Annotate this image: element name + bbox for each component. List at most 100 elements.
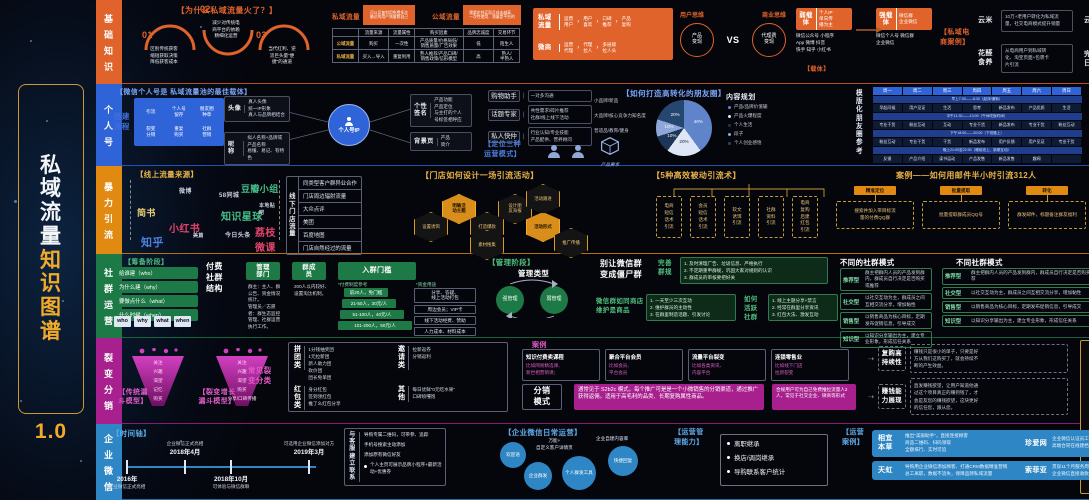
arc-number-2: 03 — [256, 30, 267, 40]
schedule-cell-0-3: 思考 — [961, 103, 993, 113]
row-separator-personal — [122, 165, 1089, 166]
email-case-step-1: 批量提取 批量提取群成员QQ号 — [922, 186, 1000, 229]
ops-bubble-3[interactable]: 快捷回复 — [608, 446, 638, 476]
fission-type-value-0-4: 团长免单团 — [308, 375, 332, 381]
comparison-cell-1-2: 重复利用 — [388, 49, 416, 64]
ecommerce-case-desc-1: 从电商用户到私域转 化、淘宝页面+包裹卡 片引流 — [1001, 44, 1073, 73]
arc-text-0: 区别传统获客 缩短获取决策 降低获客成本 — [150, 46, 178, 65]
contact-item-3: 个人主页可展示品牌小程序+最新活 动+优惠券 — [364, 462, 442, 476]
pie-legend-label-3: 段子 — [734, 131, 744, 136]
ip-left-card-key-0: 头像 — [228, 105, 246, 113]
pie-legend-item-4: 个人创业感悟 — [728, 140, 767, 146]
weak-carrier-tag: 弱载 体 — [799, 11, 813, 26]
right-mode-0: 推荐型群主把群内人员的产品发到群内，群成员自行决定是否购买或推荐淘金——干更让用… — [942, 268, 1089, 285]
note-private-traffic: 可以反复利用免费多次 触达的用户流量都自己 — [362, 5, 415, 25]
ops-case-brand-1: 珍爱网 — [1025, 439, 1048, 447]
distribution-mode-note: 合规用户可为自己免费推拉流量人2人，常见于社交企业、微商等形式 — [772, 384, 856, 410]
platform-2[interactable]: 58同城 — [219, 193, 240, 199]
flow-step-1: 个人号 留存 — [171, 106, 186, 117]
row-rail-char-0: 企 — [103, 433, 114, 444]
store-activity-title: 【门店如何设计一场引流活动】 — [421, 171, 539, 180]
schedule-cell-3-1: 产品介绍 — [901, 154, 933, 164]
strong-manage-circle: 强管理 — [496, 286, 524, 314]
flow-step-0: 引流 — [146, 109, 156, 115]
platform-6[interactable]: 本地贴吧 — [259, 203, 276, 216]
comparison-cell-0-4: 低 — [462, 36, 495, 51]
ecommerce-case-brand-1: 花醛 食养 — [978, 50, 993, 67]
schedule-cell-0-1: 用户见证 — [901, 103, 933, 113]
ip-right-card-value-0: 产品功能 产品定位 与主打的个人 号标签相呼应 — [434, 97, 462, 122]
operating-mode-name-0: 购物助手 — [488, 90, 520, 103]
compare-row-name-0: 私域 流量 — [538, 14, 560, 30]
ip-center-node: 个人号IP — [328, 104, 370, 146]
contact-building-block: 与 客 服 建 立 联 系 导购专属二维码，可带参、追踪 手机号搜索主动添加 添加原… — [344, 428, 446, 487]
fission-type-card: 拼 团 类 1分钱抽奖团 1元拉新团 新人助力团 砍价团 团长免单团 邀 请 类拉新返券 分销… — [288, 342, 508, 412]
three-operating-modes: 购物助手 | 一对多沟通 话题专家 | 共性需求/碎片推荐 社群/线上线下活动 私人快仲 | 行… — [484, 90, 598, 158]
fission-case-3: 连锁零售业 比如线下门店 拉新裂变 — [771, 349, 849, 381]
fund-item-1: 周边会员；VIP卡 — [414, 304, 476, 314]
why-private-traffic-title: 【为什么私域流量火了？】 — [176, 6, 278, 15]
shop-item-2: 3. 在群里制造话题、引发讨论 — [650, 312, 711, 318]
ops-bubble-0[interactable]: 欢迎语 — [500, 442, 526, 468]
flow-step-4: 重复 购买 — [174, 126, 184, 137]
schedule-cell-2-5: 用户见证 — [1021, 137, 1053, 147]
ops-case-desc-3: 贯穿11个月服务周期，从售前、售中到售后全流程 企业微信直接收款、资金安全可靠 — [1052, 463, 1089, 476]
fission-case-list: 知识付费卖课程 比如网易精选课、 新世相营销课； 聚合平台会员 比如会员、 平台会员流… — [522, 349, 849, 381]
schedule-cell-2-1: 专业干货 — [901, 137, 933, 147]
schedule-cell-0-0: 早起问候 — [872, 103, 903, 113]
ops-bubble-1[interactable]: 企业群发 — [524, 462, 552, 490]
platform-0[interactable]: 简书 — [137, 208, 156, 218]
schedule-cell-3-5: 趣闻 — [1021, 154, 1053, 164]
left-mode-0: 推荐型 群主把群内人员的产品发到群内，群成员自行决定是否购买或推荐 — [840, 268, 932, 292]
platform-3[interactable]: 豆瓣小组 — [241, 184, 279, 194]
fission-type-values-3: 每日优鲜"0元吃水果" 口碑喷嚏饱 — [412, 386, 455, 400]
bullet-dot-icon — [727, 470, 730, 473]
funnel-stage-0-2: 渴望 — [153, 378, 163, 383]
timeline-date-0: 2016年 — [116, 476, 138, 483]
timeline-desc-3: 可选用企业微信添加对方 — [283, 441, 335, 446]
moments-schedule-table: 周一 周二 周三 周四 周五 周六 周日 早上7:30——8:30（起床/通勤） 早起问候 用户见… — [872, 86, 1082, 164]
group-rule-0: 1. 及时清理广告、垃圾信息、严格执行 — [684, 261, 763, 266]
timeline-desc-1: 企业微信正式亮相 — [166, 441, 204, 446]
schedule-cell-1-1: 粉丝互动 — [901, 120, 933, 130]
schedule-cell-3-2: 读书运动 — [931, 154, 963, 164]
compare-row-0: 私域 流量 运营 用户 › 用户 喜欢 › 口碑 推荐 › 产品 复购 — [538, 12, 668, 32]
passive-item-2: 软文 诱饵 引流 — [724, 196, 750, 238]
platform-9[interactable]: 今日头条 — [225, 233, 251, 239]
fission-type-value-1-1: 分销返利 — [412, 354, 431, 360]
platform-4[interactable]: 小红书 — [169, 224, 201, 235]
contact-item-2: 添加原有微信好友 — [364, 452, 442, 459]
fission-type-value-1-0: 拉新返券 — [412, 347, 431, 352]
row-rail-char-2: 引 — [103, 213, 114, 224]
platform-7[interactable]: 知乎 — [141, 237, 164, 249]
ecommerce-case-desc-0: 10万+老用户转化为私域流 量，社交电商模式提升销量 — [1001, 10, 1073, 32]
right-modes-title: 不同社群模式 — [956, 258, 1003, 267]
fission-case-title-0: 知识付费卖课程 — [526, 355, 564, 361]
ops-bubble-2[interactable]: 个人群发工具 — [562, 456, 596, 490]
platform-8[interactable]: 美篇 — [193, 233, 204, 239]
fund-note-label: *资金用途 — [416, 282, 437, 287]
compare-arrow-icon: › — [596, 45, 599, 51]
left-mode-desc-3: 以知识分享输出为主，建立专业形象，形成信任关系 — [865, 332, 925, 345]
fission-benefit-1: ⇢ 赚钱能 力展现 直发赚钱欲望，让用户知道他通 过这个项目真正的赚到钱了，才 会是… — [868, 378, 1068, 415]
fission-type-key-3: 其 他 — [398, 385, 410, 402]
row-rail-char-1: 业 — [103, 449, 114, 460]
hero-char-7: 谱 — [40, 319, 62, 343]
comparison-cell-0-0: 公域流量 — [332, 36, 359, 51]
right-mode-desc-0: 群主把群内人员的产品发到群内，群成员自行决定是否购买或推荐 — [971, 270, 1089, 282]
hero-char-0: 私 — [40, 153, 62, 177]
timeline-tick-1 — [184, 460, 186, 474]
row-rail-char-3: 信 — [103, 481, 114, 492]
manage-stage-title: 【管理阶段】 — [488, 258, 535, 267]
fission-case-desc-2: 比如各类资讯、 内容平台 — [692, 363, 725, 375]
platform-10[interactable]: 荔枝微课 — [255, 228, 276, 254]
shop-maintain-label: 微信群如同商店 维护是商品 — [596, 298, 644, 314]
compare-arrow-icon: › — [577, 45, 580, 51]
platform-1[interactable]: 微博 — [179, 189, 192, 195]
mgmt-item-1: 换店/调岗继承 — [727, 453, 821, 462]
distribution-mode-text: 通常见于 S2b2c 模式，每个推广可是是一个小微销售的分销渠道，通过推广获得返… — [574, 384, 764, 410]
table-row: 早起问候 用户见证 生活 思考 新品发布 产品优质 生活 — [872, 103, 1082, 113]
pie-legend-label-0: 产品/品牌价值输 — [734, 104, 768, 109]
platform-5[interactable]: 知识星球 — [221, 212, 263, 223]
schedule-time-row-3: 晚上21:00至22:30（睡前线上、新期互动） — [872, 146, 1082, 155]
